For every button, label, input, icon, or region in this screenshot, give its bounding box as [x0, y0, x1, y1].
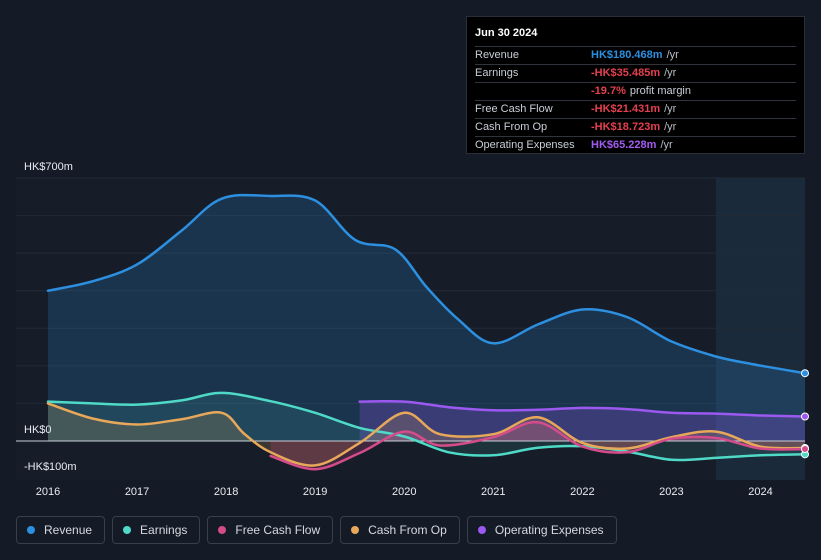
- y-axis-bottom-label: -HK$100m: [24, 461, 77, 473]
- series-line-cash-from-op: [46, 402, 807, 467]
- tooltip-row: Free Cash Flow -HK$21.431m/yr: [475, 101, 796, 119]
- tooltip-row: Cash From Op -HK$18.723m/yr: [475, 119, 796, 137]
- tooltip-unit: /yr: [666, 49, 679, 61]
- y-axis-top-label: HK$700m: [24, 161, 73, 173]
- x-tick-label: 2017: [125, 486, 149, 498]
- tooltip-value: -HK$35.485m: [591, 67, 661, 79]
- legend: Revenue Earnings Free Cash Flow Cash From O…: [16, 516, 624, 544]
- series-line-revenue: [46, 193, 807, 375]
- tooltip-unit: /yr: [664, 103, 677, 115]
- tooltip-unit: /yr: [664, 67, 677, 79]
- legend-dot-icon: [477, 526, 486, 534]
- tooltip-unit: /yr: [664, 121, 677, 133]
- tooltip-date: Jun 30 2024: [475, 25, 796, 47]
- legend-label: Revenue: [44, 523, 93, 537]
- legend-label: Operating Expenses: [494, 523, 604, 537]
- plot-background: [16, 178, 805, 480]
- tooltip-row: Revenue HK$180.468m/yr: [475, 47, 796, 65]
- area-operating-expenses: [359, 401, 805, 441]
- tooltip-label: Revenue: [475, 49, 520, 61]
- legend-item-operating-expenses[interactable]: Operating Expenses: [466, 516, 617, 544]
- tooltip-label: Cash From Op: [475, 121, 548, 133]
- series-end-point-revenue: [801, 369, 809, 378]
- legend-dot-icon: [123, 526, 132, 534]
- tooltip-value: -19.7%: [591, 85, 626, 97]
- tooltip-row: -19.7% profit margin: [475, 83, 796, 101]
- data-tooltip: Jun 30 2024 Revenue HK$180.468m/yr Earning…: [466, 16, 805, 154]
- legend-dot-icon: [218, 526, 227, 534]
- series-line-free-cash-flow: [269, 420, 807, 471]
- tooltip-value: HK$180.468m: [591, 49, 663, 61]
- area-earnings: [48, 392, 805, 461]
- x-tick-label: 2022: [570, 486, 594, 498]
- highlight-region: [715, 178, 805, 480]
- tooltip-value: -HK$18.723m: [591, 121, 661, 133]
- tooltip-label: Operating Expenses: [475, 139, 575, 151]
- tooltip-unit: /yr: [660, 139, 673, 151]
- x-tick-label: 2016: [36, 486, 60, 498]
- tooltip-label: Earnings: [475, 67, 519, 79]
- series-end-point-operating-expenses: [801, 412, 809, 421]
- legend-item-free-cash-flow[interactable]: Free Cash Flow: [207, 516, 334, 544]
- x-tick-label: 2018: [214, 486, 238, 498]
- area-free-cash-flow: [270, 422, 806, 470]
- tooltip-row: Operating Expenses HK$65.228m/yr: [475, 137, 796, 154]
- series-line-operating-expenses: [358, 399, 807, 418]
- series-line-earnings: [46, 391, 807, 462]
- legend-item-cash-from-op[interactable]: Cash From Op: [340, 516, 460, 544]
- x-tick-label: 2020: [392, 486, 416, 498]
- tooltip-value: HK$65.228m: [591, 139, 657, 151]
- legend-item-revenue[interactable]: Revenue: [16, 516, 106, 544]
- legend-label: Cash From Op: [368, 523, 447, 537]
- legend-dot-icon: [27, 526, 35, 534]
- area-cash-from-op: [48, 403, 805, 466]
- x-tick-label: 2023: [659, 486, 683, 498]
- series-end-point-free-cash-flow: [801, 445, 809, 454]
- tooltip-unit: profit margin: [629, 85, 691, 97]
- y-axis-zero-label: HK$0: [24, 424, 52, 436]
- tooltip-label: Free Cash Flow: [475, 103, 553, 115]
- legend-item-earnings[interactable]: Earnings: [112, 516, 201, 544]
- x-tick-label: 2019: [303, 486, 327, 498]
- tooltip-value: -HK$21.431m: [591, 103, 661, 115]
- legend-label: Earnings: [140, 523, 188, 537]
- x-tick-label: 2024: [748, 486, 772, 498]
- legend-dot-icon: [351, 526, 360, 534]
- x-tick-label: 2021: [481, 486, 505, 498]
- area-revenue: [48, 195, 805, 441]
- tooltip-row: Earnings -HK$35.485m/yr: [475, 65, 796, 83]
- legend-label: Free Cash Flow: [235, 523, 321, 537]
- tooltip-label: [475, 83, 591, 100]
